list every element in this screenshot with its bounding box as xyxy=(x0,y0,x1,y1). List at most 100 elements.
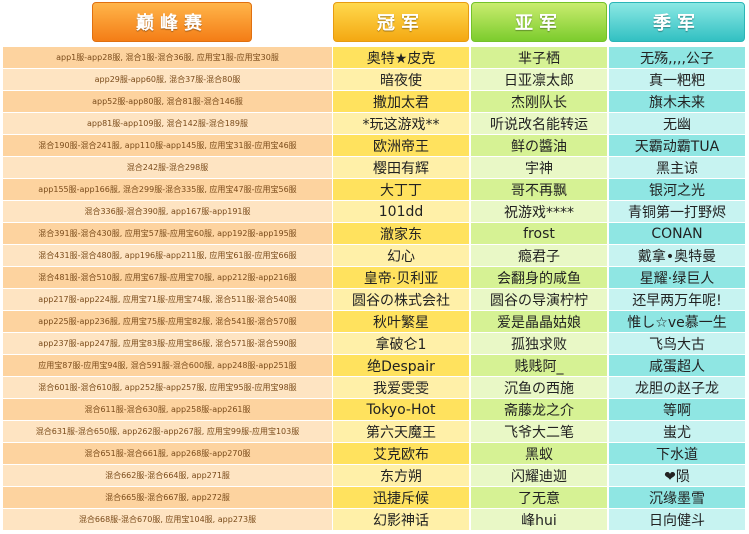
server-range-cell: app217服-app224服, 应用宝71服-应用宝74服, 混合511服-混… xyxy=(3,289,332,310)
runner-up-cell: 闪耀迪迦 xyxy=(471,465,607,486)
champion-cell: 皇帝·贝利亚 xyxy=(333,267,469,288)
runner-up-cell: 会翻身的咸鱼 xyxy=(471,267,607,288)
champion-cell: 拿破仑1 xyxy=(333,333,469,354)
table-row: app52服-app80服, 混合81服-混合146服 撒加太君 杰刚队长 旗木未来 xyxy=(0,91,749,113)
runner-up-cell: 杰刚队长 xyxy=(471,91,607,112)
table-row: 混合190服-混合241服, app110服-app145服, 应用宝31服-应… xyxy=(0,135,749,157)
header-champion: 冠军 xyxy=(333,2,469,42)
server-range-cell: 混合431服-混合480服, app196服-app211服, 应用宝61服-应… xyxy=(3,245,332,266)
third-place-cell: 沉缘墨雪 xyxy=(609,487,745,508)
runner-up-cell: 贱贱阿_ xyxy=(471,355,607,376)
table-row: app1服-app28服, 混合1服-混合36服, 应用宝1服-应用宝30服 奥特… xyxy=(0,47,749,69)
runner-up-cell: 沉鱼の西施 xyxy=(471,377,607,398)
server-range-cell: 混合481服-混合510服, 应用宝67服-应用宝70服, app212服-ap… xyxy=(3,267,332,288)
third-place-cell: 无幽 xyxy=(609,113,745,134)
champion-cell: Tokyo-Hot xyxy=(333,399,469,420)
runner-up-cell: 圆谷の导演柠柠 xyxy=(471,289,607,310)
third-place-cell: 真一粑粑 xyxy=(609,69,745,90)
third-place-cell: 咸蛋超人 xyxy=(609,355,745,376)
server-range-cell: app52服-app80服, 混合81服-混合146服 xyxy=(3,91,332,112)
champion-cell: 樱田有辉 xyxy=(333,157,469,178)
champion-cell: 绝Despair xyxy=(333,355,469,376)
runner-up-cell: 宇神 xyxy=(471,157,607,178)
header-third-place: 季军 xyxy=(609,2,745,42)
server-range-cell: 混合611服-混合630服, app258服-app261服 xyxy=(3,399,332,420)
table-row: app237服-app247服, 应用宝83服-应用宝86服, 混合571服-混… xyxy=(0,333,749,355)
third-place-cell: 飞鸟大古 xyxy=(609,333,745,354)
server-range-cell: 混合631服-混合650服, app262服-app267服, 应用宝99服-应… xyxy=(3,421,332,442)
third-place-cell: 等啊 xyxy=(609,399,745,420)
runner-up-cell: 日亚凛太郎 xyxy=(471,69,607,90)
third-place-cell: 还早两万年呢! xyxy=(609,289,745,310)
champion-cell: 欧洲帝王 xyxy=(333,135,469,156)
table-row: 混合651服-混合661服, app268服-app270服 艾克欧布 黑蚁 下水道 xyxy=(0,443,749,465)
runner-up-cell: 哥不再飘 xyxy=(471,179,607,200)
champion-cell: 大丁丁 xyxy=(333,179,469,200)
third-place-cell: 无殇,,,,公子 xyxy=(609,47,745,68)
champion-cell: 艾克欧布 xyxy=(333,443,469,464)
header-match: 巅峰赛 xyxy=(92,2,252,42)
third-place-cell: 银河之光 xyxy=(609,179,745,200)
server-range-cell: 混合242服-混合298服 xyxy=(3,157,332,178)
table-row: 混合611服-混合630服, app258服-app261服 Tokyo-Hot 斋… xyxy=(0,399,749,421)
table-row: 应用宝87服-应用宝94服, 混合591服-混合600服, app248服-ap… xyxy=(0,355,749,377)
server-range-cell: 混合662服-混合664服, app271服 xyxy=(3,465,332,486)
server-range-cell: 混合336服-混合390服, app167服-app191服 xyxy=(3,201,332,222)
champion-cell: 101dd xyxy=(333,201,469,222)
champion-cell: 第六天魔王 xyxy=(333,421,469,442)
server-range-cell: 混合651服-混合661服, app268服-app270服 xyxy=(3,443,332,464)
champion-cell: 暗夜使 xyxy=(333,69,469,90)
third-place-cell: 下水道 xyxy=(609,443,745,464)
table-row: 混合665服-混合667服, app272服 迅捷斥候 了无意 沉缘墨雪 xyxy=(0,487,749,509)
table-row: app81服-app109服, 混合142服-混合189服 *玩这游戏** 听说改名… xyxy=(0,113,749,135)
server-range-cell: 应用宝87服-应用宝94服, 混合591服-混合600服, app248服-ap… xyxy=(3,355,332,376)
third-place-cell: 旗木未来 xyxy=(609,91,745,112)
third-place-cell: 龙胆の赵子龙 xyxy=(609,377,745,398)
third-place-cell: 青铜第一打野烬 xyxy=(609,201,745,222)
server-range-cell: app237服-app247服, 应用宝83服-应用宝86服, 混合571服-混… xyxy=(3,333,332,354)
champion-cell: 澈家东 xyxy=(333,223,469,244)
server-range-cell: 混合668服-混合670服, 应用宝104服, app273服 xyxy=(3,509,332,530)
runner-up-cell: 鲜の醬油 xyxy=(471,135,607,156)
server-range-cell: 混合665服-混合667服, app272服 xyxy=(3,487,332,508)
third-place-cell: 日向健斗 xyxy=(609,509,745,530)
server-range-cell: 混合601服-混合610服, app252服-app257服, 应用宝95服-应… xyxy=(3,377,332,398)
table-row: 混合481服-混合510服, 应用宝67服-应用宝70服, app212服-ap… xyxy=(0,267,749,289)
runner-up-cell: 飞爷大二笔 xyxy=(471,421,607,442)
server-range-cell: app29服-app60服, 混合37服-混合80服 xyxy=(3,69,332,90)
champion-cell: 圆谷の株式会社 xyxy=(333,289,469,310)
table-row: 混合242服-混合298服 樱田有辉 宇神 黑主谅 xyxy=(0,157,749,179)
runner-up-cell: frost xyxy=(471,223,607,244)
server-range-cell: app1服-app28服, 混合1服-混合36服, 应用宝1服-应用宝30服 xyxy=(3,47,332,68)
champion-cell: 东方朔 xyxy=(333,465,469,486)
third-place-cell: ❤陨 xyxy=(609,465,745,486)
runner-up-cell: 峰hui xyxy=(471,509,607,530)
server-range-cell: 混合391服-混合430服, 应用宝57服-应用宝60服, app192服-ap… xyxy=(3,223,332,244)
table-row: 混合431服-混合480服, app196服-app211服, 应用宝61服-应… xyxy=(0,245,749,267)
third-place-cell: 星耀·绿巨人 xyxy=(609,267,745,288)
table-row: 混合631服-混合650服, app262服-app267服, 应用宝99服-应… xyxy=(0,421,749,443)
runner-up-cell: 瘾君子 xyxy=(471,245,607,266)
table-row: 混合601服-混合610服, app252服-app257服, 应用宝95服-应… xyxy=(0,377,749,399)
header-runner-up: 亚军 xyxy=(471,2,607,42)
runner-up-cell: 芈子栖 xyxy=(471,47,607,68)
champion-cell: 迅捷斥候 xyxy=(333,487,469,508)
server-range-cell: app225服-app236服, 应用宝75服-应用宝82服, 混合541服-混… xyxy=(3,311,332,332)
runner-up-cell: 祝游戏**** xyxy=(471,201,607,222)
third-place-cell: 蚩尤 xyxy=(609,421,745,442)
third-place-cell: 黑主谅 xyxy=(609,157,745,178)
champion-cell: 我爱雯雯 xyxy=(333,377,469,398)
champion-cell: *玩这游戏** xyxy=(333,113,469,134)
runner-up-cell: 了无意 xyxy=(471,487,607,508)
server-range-cell: app81服-app109服, 混合142服-混合189服 xyxy=(3,113,332,134)
runner-up-cell: 听说改名能转运 xyxy=(471,113,607,134)
champion-cell: 奥特★皮克 xyxy=(333,47,469,68)
table-row: app155服-app166服, 混合299服-混合335服, 应用宝47服-应… xyxy=(0,179,749,201)
runner-up-cell: 斋藤龙之介 xyxy=(471,399,607,420)
table-row: 混合336服-混合390服, app167服-app191服 101dd 祝游戏**… xyxy=(0,201,749,223)
champion-cell: 幻影神话 xyxy=(333,509,469,530)
server-range-cell: 混合190服-混合241服, app110服-app145服, 应用宝31服-应… xyxy=(3,135,332,156)
table-row: 混合662服-混合664服, app271服 东方朔 闪耀迪迦 ❤陨 xyxy=(0,465,749,487)
runner-up-cell: 孤独求败 xyxy=(471,333,607,354)
third-place-cell: 戴拿•奥特曼 xyxy=(609,245,745,266)
